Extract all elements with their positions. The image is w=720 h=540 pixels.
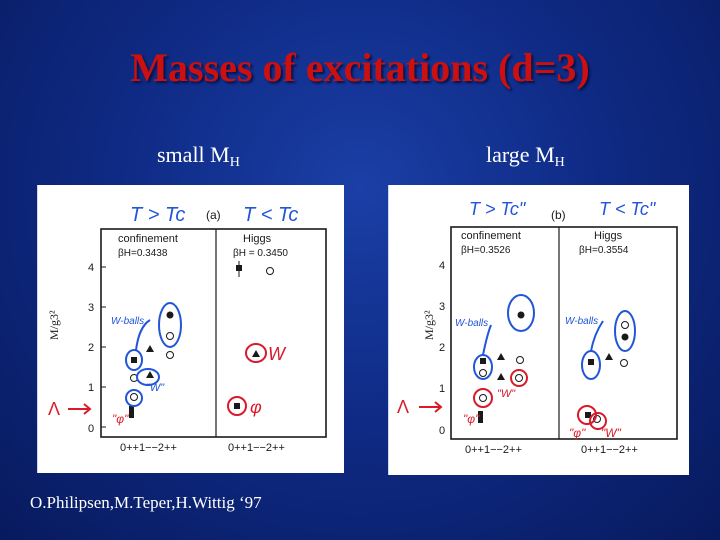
small-mh-sub: H <box>229 155 240 170</box>
anno-lambda-a: Λ <box>48 399 60 419</box>
large-mh-label: large MH <box>486 142 565 171</box>
figure-panel-large-mh: T > Tc" (b) T < Tc" confinement βH=0.352… <box>388 185 689 475</box>
anno-wballs-right-b: W-balls <box>565 316 598 327</box>
ytick-0-a: 0 <box>88 423 94 435</box>
xticks-left-b: 0++1−−2++ <box>465 444 522 456</box>
annotation-marks-a <box>125 302 182 407</box>
anno-w-quoted-a: "W" <box>146 382 165 394</box>
point-b-4 <box>497 353 505 360</box>
ytick-3-b: 3 <box>439 301 445 313</box>
point-a-6 <box>146 371 154 378</box>
anno-w-quoted-right-b: "W" <box>601 426 622 440</box>
beta-right-a: βH = 0.3450 <box>233 248 288 259</box>
point-b-12 <box>588 359 594 365</box>
point-a-2 <box>166 332 174 340</box>
ytick-2-b: 2 <box>439 342 445 354</box>
point-b-2 <box>480 358 486 364</box>
xticks-right-b: 0++1−−2++ <box>581 444 638 456</box>
small-mh-label: small MH <box>157 142 240 171</box>
point-b-5 <box>516 356 524 364</box>
point-b-14 <box>620 359 628 367</box>
ytick-1-a: 1 <box>88 382 94 394</box>
anno-phi-quoted-right-b: "φ" <box>569 426 586 440</box>
phase-confinement-b: confinement <box>461 230 521 242</box>
phase-higgs-a: Higgs <box>243 233 272 245</box>
annotation-marks-b <box>473 294 636 380</box>
ylabel-a: M/g3² <box>47 310 61 340</box>
small-mh-text: small M <box>157 142 230 167</box>
point-a-11 <box>266 267 274 275</box>
ytick-1-b: 1 <box>439 383 445 395</box>
beta-left-b: βH=0.3526 <box>461 245 511 256</box>
point-a-3 <box>131 357 137 363</box>
data-points-a <box>129 261 274 418</box>
xticks-left-a: 0++1−−2++ <box>120 442 177 454</box>
panel-letter-a: (a) <box>206 208 221 222</box>
point-b-8 <box>478 411 483 423</box>
anno-phi-quoted-b: "φ" <box>463 412 480 426</box>
ylabel-b: M/g3² <box>422 310 436 340</box>
annotation-red-a <box>68 343 267 416</box>
wball-arrow-a <box>135 319 151 351</box>
slide-title: Masses of excitations (d=3) <box>130 45 590 90</box>
beta-right-b: βH=0.3554 <box>579 245 629 256</box>
point-b-15 <box>585 412 591 418</box>
anno-wballs-left-b: W-balls <box>455 318 488 329</box>
point-b-16 <box>593 415 601 423</box>
point-a-1 <box>166 311 174 319</box>
figure-panel-small-mh: T > Tc (a) T < Tc confinement βH=0.3438 … <box>37 185 344 473</box>
figure-b-svg: T > Tc" (b) T < Tc" confinement βH=0.352… <box>397 199 678 456</box>
xticks-right-a: 0++1−−2++ <box>228 442 285 454</box>
anno-wballs-a: W-balls <box>111 316 144 327</box>
point-a-8 <box>129 406 134 418</box>
figure-a-svg: T > Tc (a) T < Tc confinement βH=0.3438 … <box>47 204 327 454</box>
ytick-3-a: 3 <box>88 302 94 314</box>
point-a-5 <box>166 351 174 359</box>
ytick-marks-a <box>101 266 106 428</box>
point-a-13 <box>234 403 240 409</box>
point-a-9 <box>130 393 138 401</box>
panel-letter-b: (b) <box>551 208 566 222</box>
point-b-13 <box>605 353 613 360</box>
ytick-4-b: 4 <box>439 260 445 272</box>
large-mh-text: large M <box>486 142 555 167</box>
point-b-3 <box>479 369 487 377</box>
beta-left-a: βH=0.3438 <box>118 248 168 259</box>
point-b-11 <box>621 321 629 329</box>
wball-circle-a <box>158 302 182 348</box>
point-b-9 <box>479 394 487 402</box>
point-a-12 <box>252 350 260 357</box>
plot-frame-b <box>450 226 678 440</box>
header-t-below-tc-b: T < Tc" <box>599 199 657 219</box>
anno-phi-quoted-a: "φ" <box>112 412 129 426</box>
large-mh-sub: H <box>554 155 565 170</box>
header-t-above-tc: T > Tc <box>130 204 185 226</box>
anno-w-a: W <box>268 344 287 364</box>
point-b-1 <box>517 311 525 319</box>
point-b-10 <box>621 333 629 341</box>
citation-credit: O.Philipsen,M.Teper,H.Wittig ‘97 <box>30 493 262 512</box>
point-b-7 <box>515 374 523 382</box>
header-t-above-tc-b: T > Tc" <box>469 199 527 219</box>
ytick-0-b: 0 <box>439 425 445 437</box>
header-t-below-tc: T < Tc <box>243 204 298 226</box>
ytick-2-a: 2 <box>88 342 94 354</box>
annotation-red-b <box>419 369 607 430</box>
point-b-6 <box>497 373 505 380</box>
anno-phi-a: φ <box>250 397 262 417</box>
phase-higgs-b: Higgs <box>594 230 623 242</box>
anno-w-quoted-b: "W" <box>497 388 516 400</box>
point-a-4 <box>146 345 154 352</box>
ytick-4-a: 4 <box>88 262 94 274</box>
phase-confinement-a: confinement <box>118 233 178 245</box>
anno-lambda-b: Λ <box>397 397 409 417</box>
data-points-b <box>478 311 629 423</box>
plot-frame-a <box>100 228 327 438</box>
